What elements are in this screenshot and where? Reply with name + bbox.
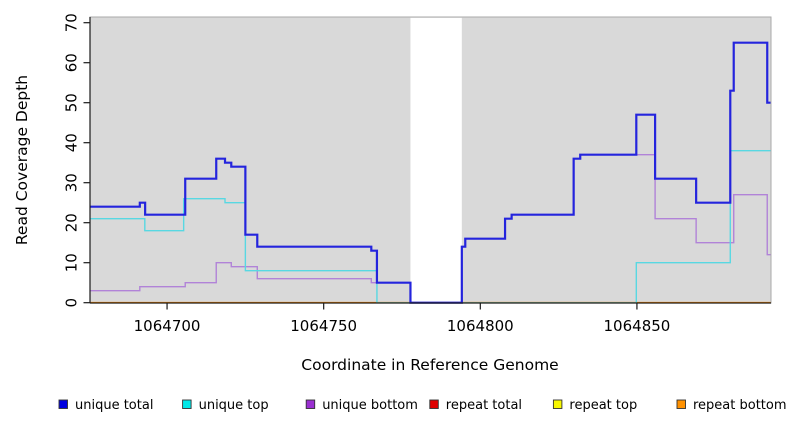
legend-label-unique-top: unique top	[199, 398, 269, 413]
y-tick-label: 0	[62, 298, 80, 308]
y-tick-label: 30	[62, 173, 80, 192]
no-data-gap-band	[410, 17, 462, 303]
legend-label-unique-bottom: unique bottom	[322, 398, 418, 413]
legend-swatch-repeat-total-icon	[429, 399, 439, 409]
legend-label-unique-total: unique total	[75, 398, 153, 413]
x-tick-label: 1064700	[134, 317, 201, 335]
y-tick-label: 50	[62, 93, 80, 112]
legend-label-repeat-total: repeat total	[446, 398, 522, 413]
y-tick-label: 70	[62, 13, 80, 32]
legend-label-repeat-bottom: repeat bottom	[693, 398, 787, 413]
x-axis-label: Coordinate in Reference Genome	[301, 356, 558, 374]
x-tick-label: 1064850	[604, 317, 671, 335]
legend-swatch-unique-bottom-icon	[305, 399, 316, 409]
legend-swatch-repeat-top-icon	[552, 399, 563, 409]
y-tick-label: 40	[62, 133, 80, 152]
legend-label-repeat-top: repeat top	[569, 398, 637, 413]
y-axis-label: Read Coverage Depth	[13, 75, 31, 245]
y-tick-label: 60	[62, 53, 80, 72]
legend-swatch-repeat-bottom-icon	[676, 399, 686, 409]
series-unique-top-line	[90, 149, 771, 304]
series-unique-total-line	[90, 41, 771, 304]
legend-swatch-unique-top-icon	[182, 399, 192, 409]
x-tick-label: 1064800	[447, 317, 514, 335]
x-tick-label: 1064750	[290, 317, 357, 335]
legend-swatch-unique-total-icon	[58, 399, 68, 409]
y-tick-label: 10	[62, 253, 80, 272]
y-tick-label: 20	[62, 213, 80, 232]
